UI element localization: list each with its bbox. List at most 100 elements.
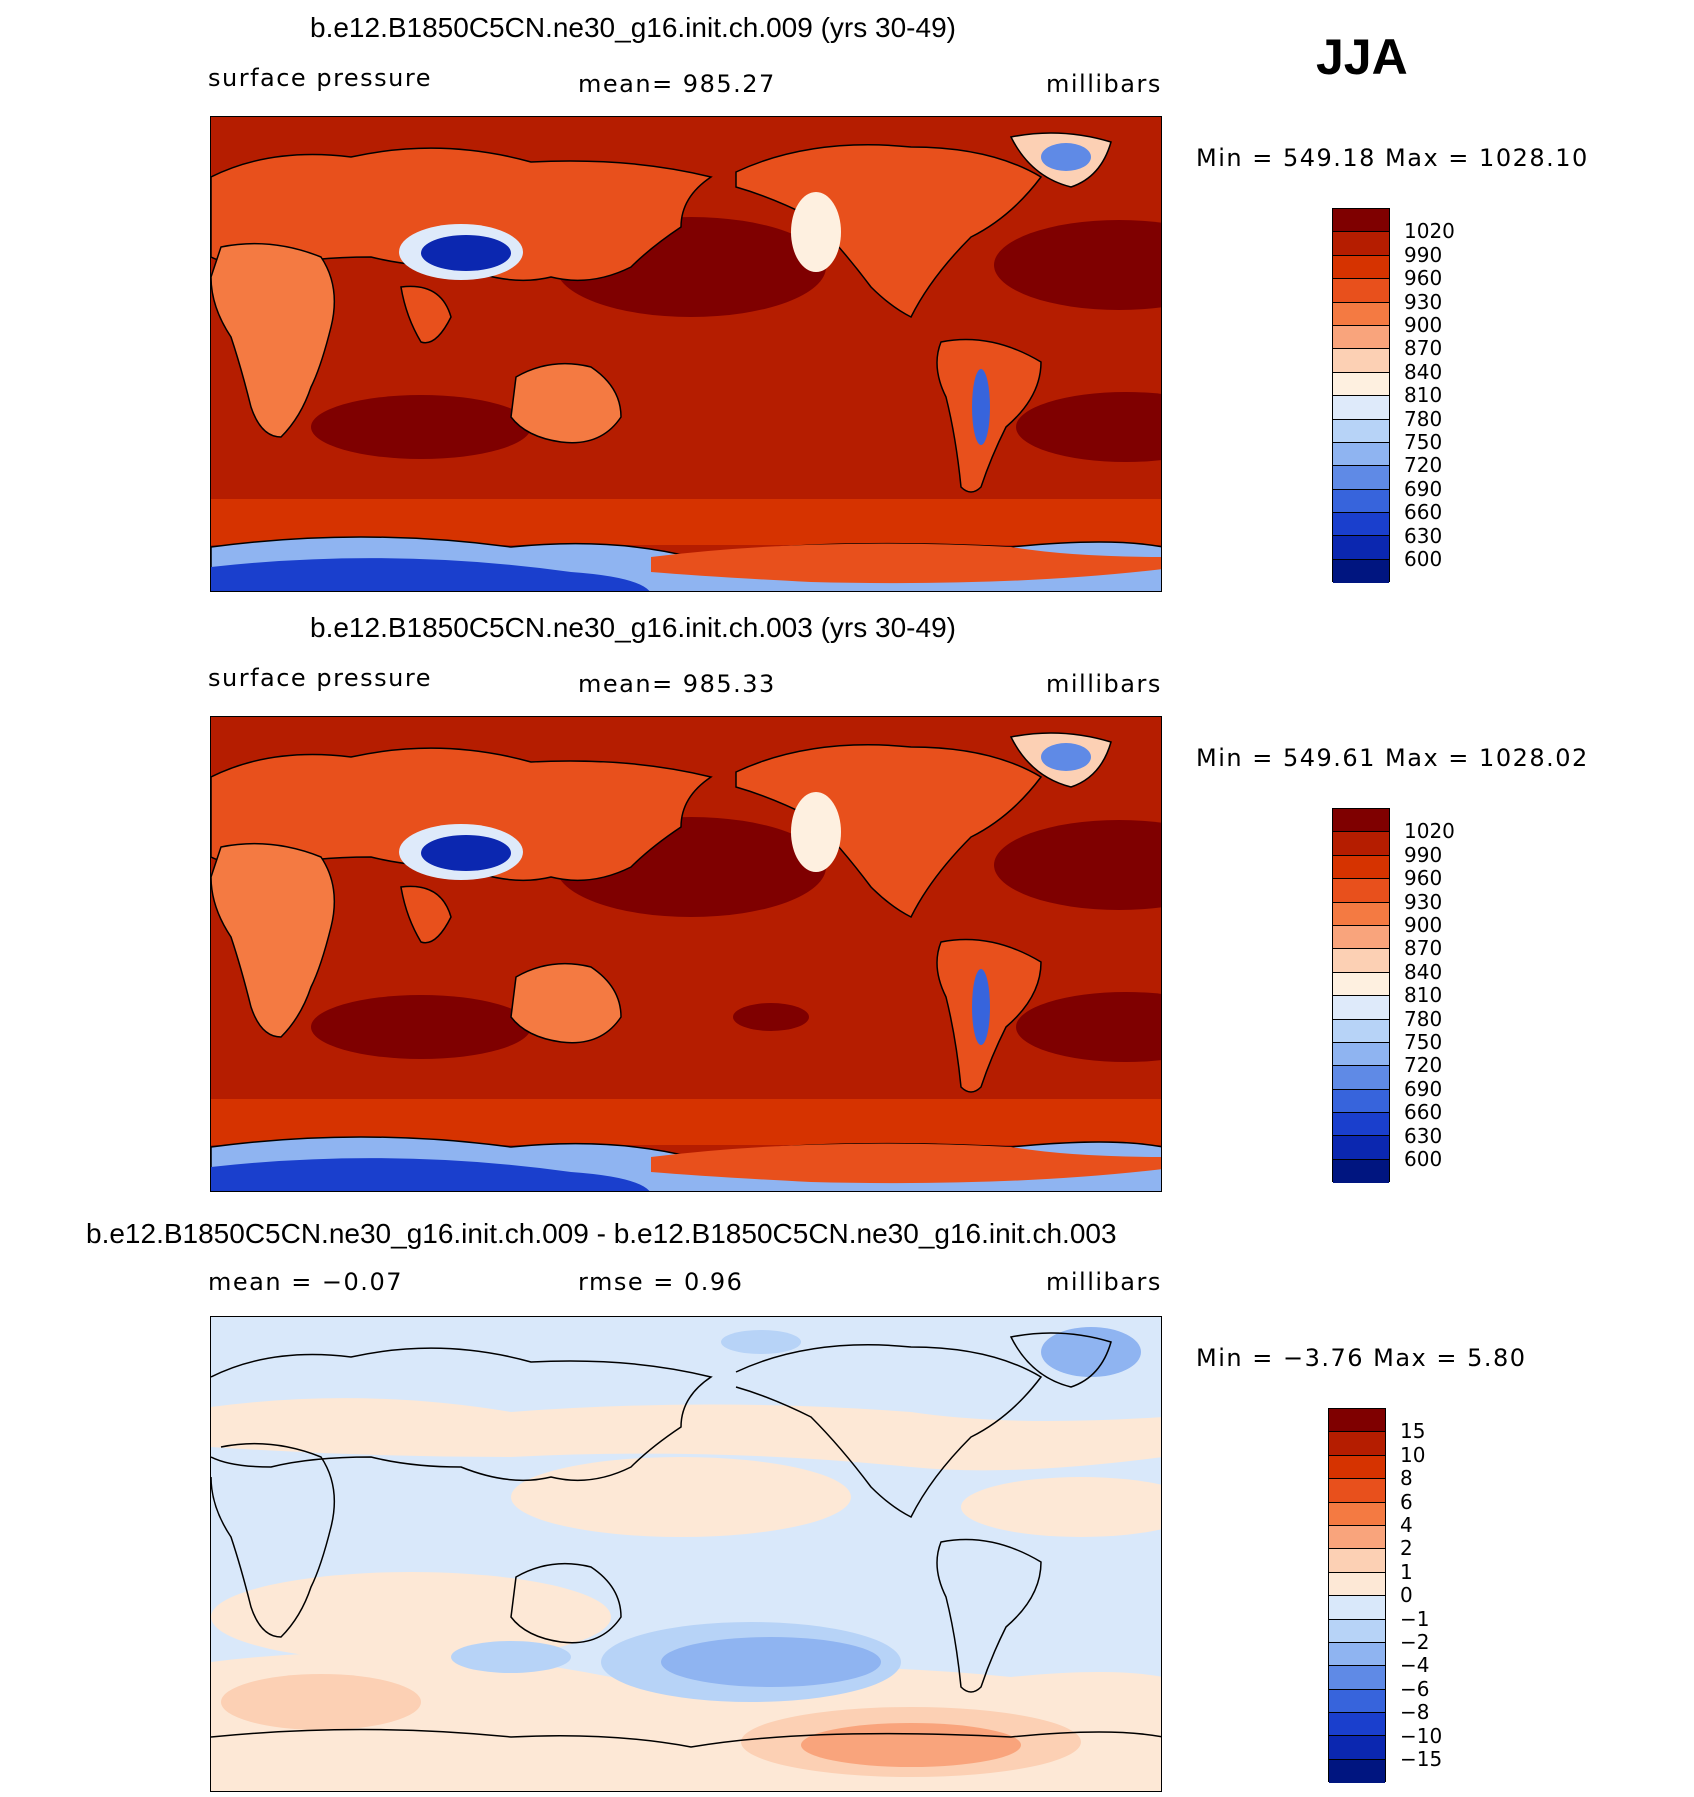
antarctica-plateau <box>211 558 650 591</box>
panel-3-map <box>210 1316 1162 1792</box>
colorbar-swatches <box>1332 208 1390 584</box>
colorbar-swatch <box>1329 1432 1385 1456</box>
colorbar-tick-label: 600 <box>1404 1147 1443 1171</box>
colorbar-swatch <box>1333 372 1389 397</box>
colorbar-tick-label: 810 <box>1404 383 1443 408</box>
colorbar-swatch <box>1333 1113 1389 1137</box>
greenland-coastline <box>1009 1332 1112 1388</box>
colorbar-tick-label: 0 <box>1400 1583 1413 1608</box>
greenland-ice-low <box>1041 743 1091 771</box>
colorbar-tick-label: 1 <box>1400 1559 1413 1584</box>
colorbar-tick-label: 630 <box>1404 1123 1443 1148</box>
colorbar-tick-label: 660 <box>1404 500 1443 525</box>
colorbar-swatch <box>1333 902 1389 926</box>
south-america-coastline <box>936 1538 1042 1693</box>
panel-2-title: b.e12.B1850C5CN.ne30_g16.init.ch.003 (yr… <box>310 612 956 643</box>
colorbar-tick-label: 780 <box>1404 406 1443 431</box>
colorbar-swatch <box>1333 419 1389 443</box>
colorbar-swatch <box>1333 1159 1389 1184</box>
colorbar-swatch <box>1333 209 1389 233</box>
colorbar-swatch <box>1333 255 1389 280</box>
colorbar-swatch <box>1333 809 1389 833</box>
colorbar-swatch <box>1333 513 1389 537</box>
colorbar-swatch <box>1333 949 1389 973</box>
colorbar-swatch <box>1329 1666 1385 1690</box>
antarctica-coastline <box>211 1728 1161 1748</box>
colorbar-tick-label: 4 <box>1400 1513 1413 1537</box>
panel-1-units-label: millibars <box>1046 70 1162 98</box>
australia-coastline <box>510 1562 622 1644</box>
colorbar-swatch <box>1333 1066 1389 1090</box>
north-atlantic-high <box>994 820 1161 910</box>
colorbar-swatch <box>1333 396 1389 420</box>
colorbar-swatch <box>1329 1525 1385 1550</box>
india-landmass <box>400 285 452 344</box>
colorbar-swatch <box>1333 232 1389 256</box>
colorbar-swatch <box>1333 832 1389 856</box>
colorbar-tick-label: 720 <box>1404 1053 1443 1078</box>
colorbar-tick-label: 930 <box>1404 289 1443 314</box>
south-atlantic-high <box>1016 992 1161 1062</box>
tibetan-plateau-inner <box>421 235 511 271</box>
colorbar-tick-label: 750 <box>1404 1030 1443 1054</box>
colorbar-tick-label: 6 <box>1400 1489 1413 1514</box>
colorbar-swatch <box>1329 1713 1385 1737</box>
west-antarctica <box>651 543 1161 584</box>
andes-low <box>972 969 990 1045</box>
panel-2-map <box>210 716 1162 1192</box>
colorbar-swatch <box>1329 1736 1385 1760</box>
colorbar-tick-label: 810 <box>1404 983 1443 1008</box>
colorbar-tick-label: 1020 <box>1404 819 1455 844</box>
north-america-coastline <box>735 1344 1043 1519</box>
colorbar-swatch <box>1333 302 1389 326</box>
panel-3-mean-label: mean = −0.07 <box>208 1268 403 1296</box>
colorbar-tick-label: 2 <box>1400 1536 1413 1561</box>
colorbar-swatch <box>1329 1455 1385 1480</box>
colorbar-tick-label: 630 <box>1404 523 1443 548</box>
colorbar-swatch <box>1333 972 1389 997</box>
colorbar-tick-label: 960 <box>1404 866 1443 891</box>
colorbar-tick-label: 600 <box>1404 547 1443 571</box>
colorbar-swatch <box>1333 349 1389 373</box>
colorbar-tick-label: −8 <box>1400 1700 1430 1725</box>
colorbar-swatch <box>1329 1689 1385 1714</box>
colorbar-tick-label: −1 <box>1400 1606 1430 1631</box>
colorbar-swatch <box>1333 489 1389 514</box>
panel-1-map <box>210 116 1162 592</box>
panel-3-units-label: millibars <box>1046 1268 1162 1296</box>
south-pacific-high <box>733 1003 809 1031</box>
diff-negative-indian <box>451 1641 571 1673</box>
panel-1-variable-label: surface pressure <box>208 64 432 92</box>
rockies-low <box>791 192 841 272</box>
colorbar-tick-label: 10 <box>1400 1442 1426 1467</box>
colorbar-swatch <box>1329 1502 1385 1526</box>
diff-negative-greenland <box>1041 1327 1141 1377</box>
colorbar-swatch <box>1329 1619 1385 1643</box>
colorbar-swatch <box>1329 1572 1385 1597</box>
season-label: JJA <box>1316 29 1408 85</box>
colorbar-tick-label: 690 <box>1404 1076 1443 1101</box>
eurasia-coastline <box>211 1347 713 1482</box>
colorbar-swatches <box>1328 1408 1386 1784</box>
colorbar-tick-label: −6 <box>1400 1676 1430 1701</box>
colorbar-swatch <box>1333 1042 1389 1067</box>
colorbar-tick-label: 900 <box>1404 913 1443 937</box>
colorbar-tick-label: 840 <box>1404 359 1443 384</box>
diff-positive-indian <box>211 1572 611 1662</box>
colorbar-swatch <box>1333 442 1389 467</box>
tibetan-plateau-inner <box>421 835 511 871</box>
south-atlantic-high <box>1016 392 1161 462</box>
colorbar-tick-label: 990 <box>1404 842 1443 867</box>
colorbar-tick-label: 780 <box>1404 1006 1443 1031</box>
colorbar-tick-label: 660 <box>1404 1100 1443 1125</box>
colorbar-tick-label: 870 <box>1404 936 1443 961</box>
diff-positive-4-east <box>801 1723 1021 1767</box>
diff-positive-atlantic <box>961 1477 1161 1537</box>
africa-landmass <box>211 842 336 1038</box>
colorbar-tick-label: 930 <box>1404 889 1443 914</box>
colorbar-swatch <box>1329 1479 1385 1503</box>
colorbar-swatch <box>1333 325 1389 350</box>
diff-positive-band-north <box>211 1398 1161 1471</box>
india-landmass <box>400 885 452 944</box>
colorbar-swatch <box>1329 1549 1385 1573</box>
